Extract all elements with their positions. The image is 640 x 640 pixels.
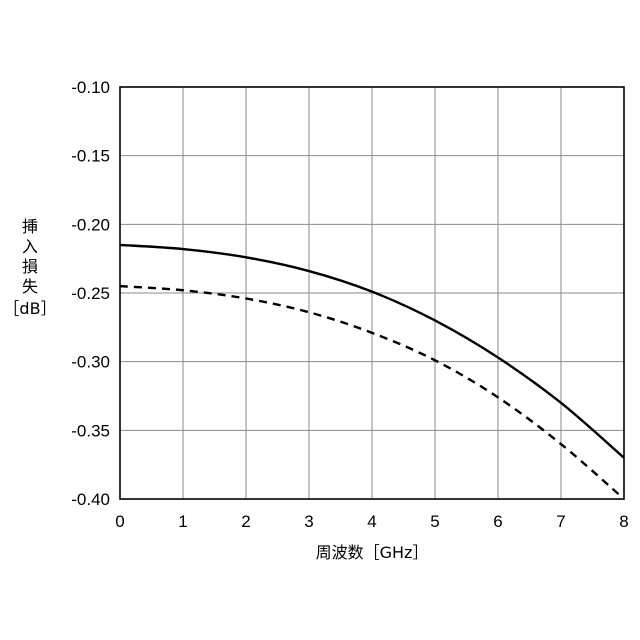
x-tick-label: 5 xyxy=(430,512,439,531)
x-tick-label: 4 xyxy=(367,512,376,531)
y-tick-label: -0.10 xyxy=(71,78,110,97)
grid xyxy=(120,87,624,499)
y-tick-label: -0.20 xyxy=(71,215,110,234)
y-tick-labels: -0.10 -0.15 -0.20 -0.25 -0.30 -0.35 -0.40 xyxy=(71,78,110,509)
y-tick-label: -0.35 xyxy=(71,421,110,440)
x-tick-labels: 0 1 2 3 4 5 6 7 8 xyxy=(115,512,628,531)
y-axis-label-line: 入 xyxy=(22,237,38,256)
x-tick-label: 8 xyxy=(619,512,628,531)
x-tick-label: 3 xyxy=(304,512,313,531)
y-axis-label-line: 損 xyxy=(22,257,38,276)
x-tick-label: 0 xyxy=(115,512,124,531)
y-axis-label: 挿入損失 ［dB］ xyxy=(3,217,56,318)
y-axis-label-line: 失 xyxy=(22,277,38,296)
x-tick-label: 1 xyxy=(178,512,187,531)
y-tick-label: -0.15 xyxy=(71,147,110,166)
x-tick-label: 7 xyxy=(556,512,565,531)
x-axis-label: 周波数［GHz］ xyxy=(316,543,429,562)
x-tick-label: 6 xyxy=(493,512,502,531)
y-axis-label-line: ［dB］ xyxy=(3,299,56,318)
y-axis-label-line: 挿 xyxy=(22,217,38,236)
y-tick-label: -0.25 xyxy=(71,284,110,303)
y-tick-label: -0.30 xyxy=(71,353,110,372)
x-tick-label: 2 xyxy=(241,512,250,531)
y-tick-label: -0.40 xyxy=(71,490,110,509)
